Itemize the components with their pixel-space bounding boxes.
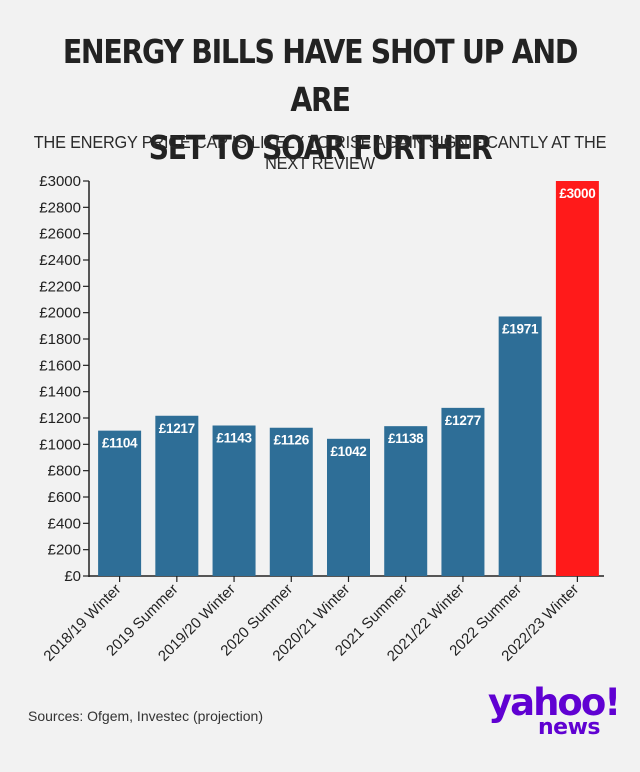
bar-value-label: £1126	[274, 433, 310, 448]
y-tick-label: £2200	[39, 278, 81, 295]
bar-value-label: £1277	[445, 413, 481, 428]
y-tick-label: £2000	[39, 305, 81, 322]
y-tick-label: £2600	[39, 226, 81, 243]
bar-value-label: £1104	[102, 436, 138, 451]
bar	[441, 407, 485, 576]
chart-title-line-2: SET TO SOAR FURTHER	[148, 128, 493, 167]
bar-value-label: £3000	[559, 186, 595, 201]
y-tick-label: £1800	[39, 331, 81, 348]
bar-chart: £0 £200 £400 £600 £800 £1000 £1200 £1400 £1600 £1…	[39, 173, 604, 665]
bar	[327, 438, 370, 576]
y-tick-label: £400	[48, 515, 81, 532]
y-tick-label: £0	[64, 568, 81, 585]
logo-subbrand: news	[537, 715, 601, 740]
y-tick-label: £3000	[39, 173, 81, 190]
bar-value-label: £1143	[216, 431, 252, 446]
y-tick-label: £1600	[39, 357, 81, 374]
yahoo-news-logo: yahoo! news	[488, 681, 621, 740]
y-tick-label: £1000	[39, 436, 81, 453]
chart-title: ENERGY BILLS HAVE SHOT UP AND ARE SET TO…	[45, 28, 595, 172]
bar	[212, 425, 256, 576]
bar-value-label: £1138	[388, 431, 424, 446]
bar	[555, 181, 599, 576]
chart-subtitle: THE ENERGY PRICE CAP IS LIKELY TO RISE A…	[33, 132, 607, 173]
bar	[155, 415, 199, 576]
bar	[384, 426, 428, 576]
y-tick-label: £2400	[39, 252, 81, 269]
y-tick-label: £800	[48, 463, 81, 480]
logo-wordmark: yahoo!	[488, 681, 621, 724]
y-tick-label: £1200	[39, 410, 81, 427]
y-tick-label: £2800	[39, 199, 81, 216]
chart-title-line-1: ENERGY BILLS HAVE SHOT UP AND ARE	[62, 32, 579, 119]
bar-value-label: £1217	[159, 421, 195, 436]
y-tick-label: £200	[48, 542, 81, 559]
bar	[98, 430, 142, 576]
source-note: Sources: Ofgem, Investec (projection)	[28, 708, 263, 724]
y-tick-label: £600	[48, 489, 81, 506]
bar	[269, 427, 313, 576]
bar-value-label: £1042	[330, 444, 366, 459]
bar-value-label: £1971	[502, 321, 539, 336]
bar	[498, 316, 542, 576]
y-tick-label: £1400	[39, 384, 81, 401]
